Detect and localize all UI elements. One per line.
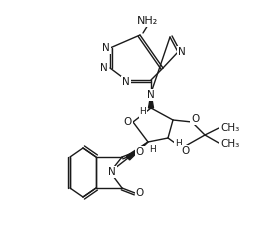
Text: H: H <box>175 140 181 148</box>
Text: CH₃: CH₃ <box>220 123 239 133</box>
Text: N: N <box>102 43 110 53</box>
Text: O: O <box>181 146 189 156</box>
Text: NH₂: NH₂ <box>137 16 159 26</box>
Polygon shape <box>126 142 148 160</box>
Text: H: H <box>150 146 156 154</box>
Text: O: O <box>136 147 144 157</box>
Text: N: N <box>100 63 108 73</box>
Text: N: N <box>122 77 130 87</box>
Text: N: N <box>147 90 155 100</box>
Text: N: N <box>178 47 186 57</box>
Text: O: O <box>124 117 132 127</box>
Text: CH₃: CH₃ <box>220 139 239 149</box>
Text: N: N <box>108 167 116 177</box>
Text: O: O <box>136 188 144 198</box>
Text: H: H <box>140 107 146 116</box>
Text: O: O <box>191 114 199 124</box>
Text: N: N <box>102 43 110 53</box>
Polygon shape <box>148 93 154 108</box>
